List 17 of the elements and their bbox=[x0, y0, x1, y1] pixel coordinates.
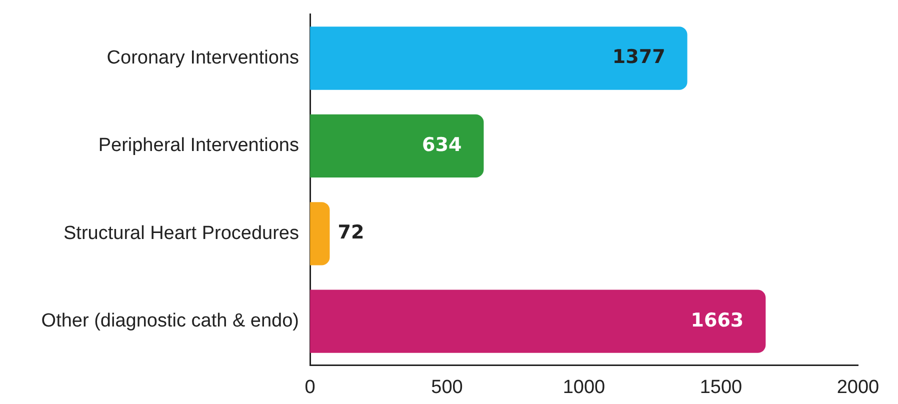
y-tick-label: Peripheral Interventions bbox=[98, 135, 299, 156]
x-tick-label: 2000 bbox=[836, 376, 880, 398]
x-tick-label: 1500 bbox=[700, 376, 742, 398]
y-tick-label: Structural Heart Procedures bbox=[64, 222, 299, 244]
bar bbox=[310, 26, 688, 90]
data-label: 634 bbox=[422, 134, 462, 156]
bar bbox=[310, 290, 766, 353]
data-label: 1377 bbox=[612, 46, 666, 68]
x-tick-label: 500 bbox=[431, 376, 463, 398]
data-label: 1663 bbox=[690, 309, 744, 332]
data-label: 72 bbox=[338, 222, 364, 244]
bar bbox=[310, 114, 484, 178]
x-tick-label: 1000 bbox=[562, 376, 606, 398]
x-tick-label: 0 bbox=[304, 376, 316, 398]
y-tick-label: Coronary Interventions bbox=[106, 47, 299, 68]
y-tick-label: Other (diagnostic cath & endo) bbox=[41, 310, 299, 332]
bar bbox=[310, 202, 330, 266]
